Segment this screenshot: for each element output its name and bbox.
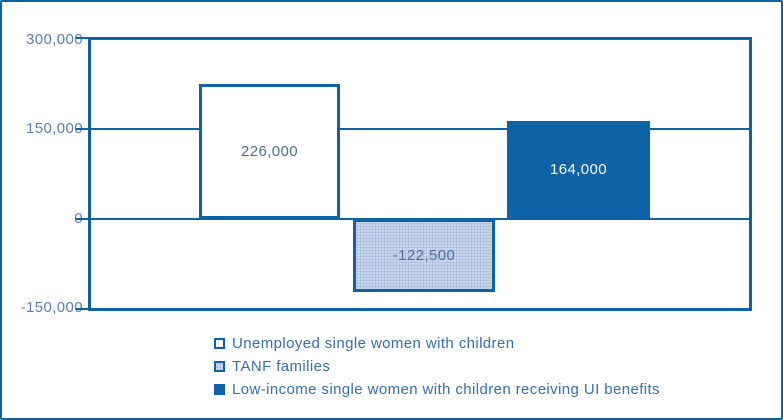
y-axis-label-150000: 150,000 — [25, 120, 83, 138]
legend-swatch-darkblue-icon — [214, 384, 225, 395]
bar-tanf-families: -122,500 — [353, 218, 495, 292]
legend-label: Unemployed single women with children — [232, 335, 515, 352]
bar-low-income-ui-benefits: 164,000 — [507, 120, 650, 219]
legend-item-tanf: TANF families — [214, 355, 660, 378]
plot-area: 226,000 -122,500 164,000 — [88, 37, 752, 311]
y-axis-label-neg150000: -150,000 — [20, 299, 83, 316]
y-axis-tick-mark — [76, 217, 90, 220]
legend-label: Low-income single women with children re… — [232, 381, 660, 398]
y-axis-tick-mark — [76, 37, 90, 39]
legend-item-low-income: Low-income single women with children re… — [214, 378, 660, 401]
bar-value-label: 226,000 — [240, 142, 299, 160]
legend-swatch-white-icon — [214, 338, 225, 349]
y-axis-label-0: 0 — [2, 210, 83, 227]
legend-swatch-lightblue-icon — [214, 361, 225, 372]
legend-label: TANF families — [232, 358, 331, 375]
legend-item-unemployed: Unemployed single women with children — [214, 332, 660, 355]
y-axis-tick-mark — [76, 308, 90, 310]
bar-value-label: -122,500 — [392, 246, 456, 264]
legend: Unemployed single women with children TA… — [214, 332, 660, 401]
bar-unemployed-single-women: 226,000 — [199, 84, 340, 219]
bar-value-label: 164,000 — [549, 161, 608, 179]
y-axis-label-300000: 300,000 — [25, 31, 83, 48]
y-axis-tick-mark — [76, 128, 90, 131]
gridline-150000 — [91, 128, 749, 131]
